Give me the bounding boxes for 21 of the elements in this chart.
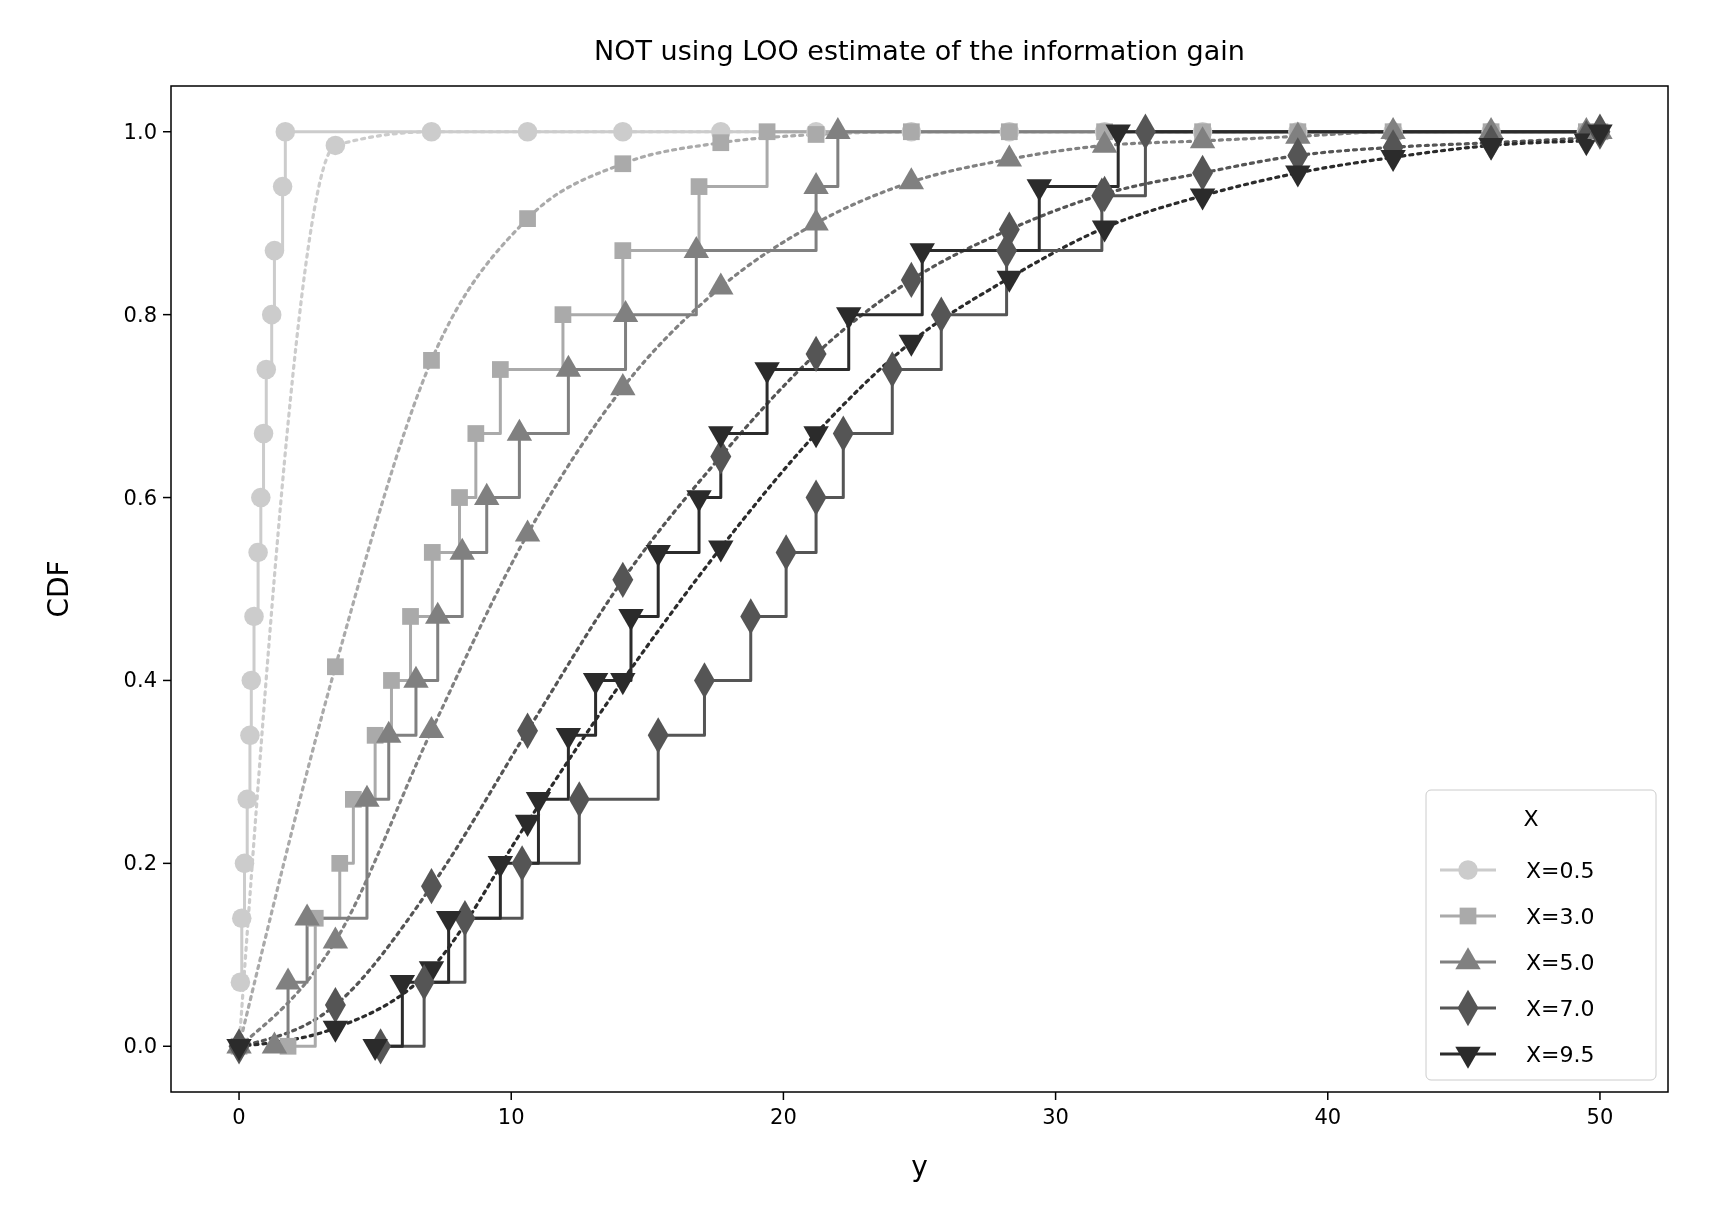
y-tick-label: 0.6 xyxy=(123,485,157,510)
y-tick-label: 1.0 xyxy=(123,119,157,144)
x-axis-title: y xyxy=(911,1150,928,1183)
legend-label: X=5.0 xyxy=(1526,950,1595,975)
y-tick-label: 0.0 xyxy=(123,1034,157,1059)
legend-label: X=7.0 xyxy=(1526,996,1595,1021)
y-tick-label: 0.2 xyxy=(123,851,157,876)
x-tick-label: 50 xyxy=(1586,1105,1614,1129)
x-tick-label: 10 xyxy=(497,1105,525,1129)
x-tick-label: 40 xyxy=(1314,1105,1342,1129)
x-tick-label: 30 xyxy=(1042,1105,1069,1129)
legend-label: X=3.0 xyxy=(1526,904,1595,929)
y-tick-label: 0.8 xyxy=(123,302,157,327)
legend-title: X xyxy=(1523,806,1539,831)
legend-label: X=9.5 xyxy=(1526,1042,1595,1067)
y-tick-label: 0.4 xyxy=(123,668,157,693)
y-axis-title: CDF xyxy=(42,560,75,618)
legend-label: X=0.5 xyxy=(1526,858,1595,883)
x-tick-label: 0 xyxy=(232,1105,246,1129)
x-tick-label: 20 xyxy=(770,1105,797,1129)
chart-title: NOT using LOO estimate of the information gain xyxy=(594,35,1245,66)
